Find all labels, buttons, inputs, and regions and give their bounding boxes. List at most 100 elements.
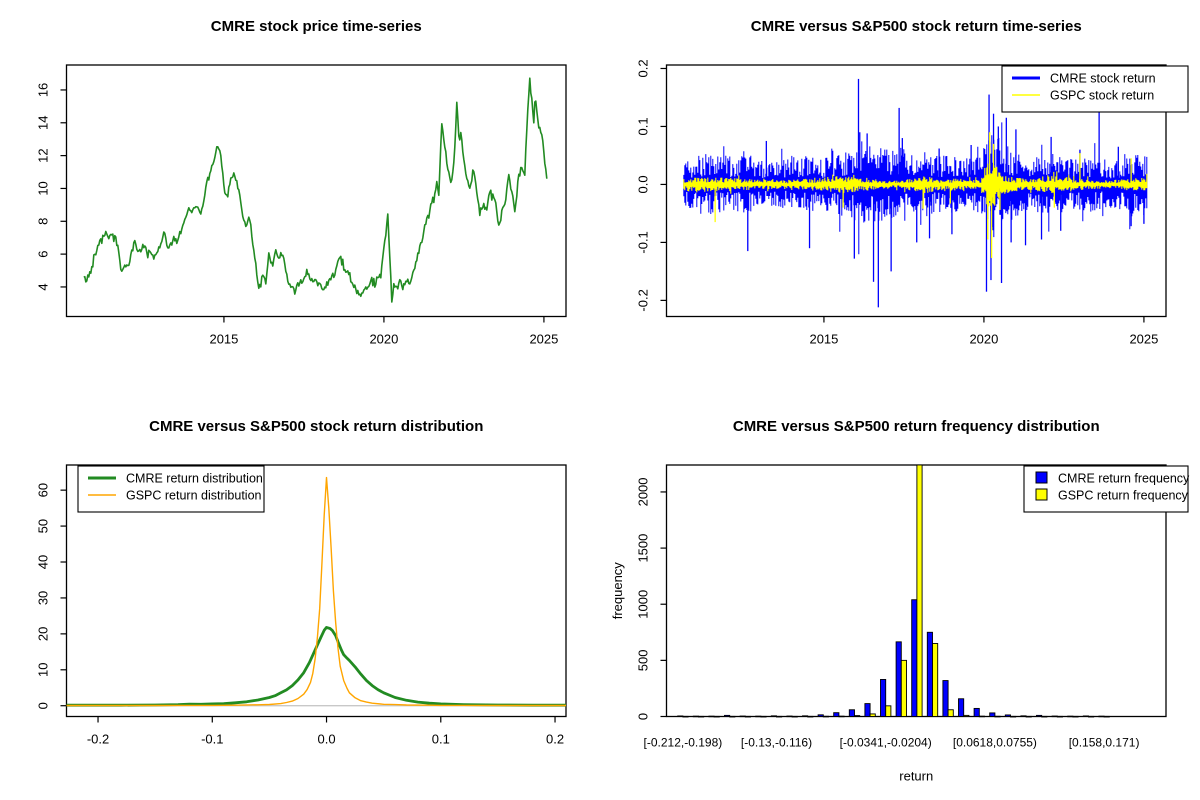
y-tick-label: 0.2	[636, 59, 651, 77]
bar-cmre	[1067, 715, 1074, 718]
x-tick-label: 0.2	[546, 732, 564, 747]
x-tick-label: 2020	[369, 332, 398, 347]
legend-box	[1001, 65, 1189, 113]
bar-cmre	[973, 707, 980, 717]
bar-gspc	[791, 715, 798, 718]
bar-cmre	[1036, 714, 1043, 717]
y-tick-label: 6	[36, 251, 51, 258]
y-tick-label: 0	[36, 702, 51, 709]
legend-box	[77, 465, 265, 513]
bin-label: [-0.212,-0.198)	[644, 736, 723, 750]
bar-gspc	[885, 705, 892, 717]
return-frequency-chart: 0 500 1000 1500 2000 CMRE versus S&P500 retur…	[610, 418, 1190, 784]
bar-cmre	[848, 709, 855, 717]
legend-label: CMRE return frequency	[1058, 472, 1190, 486]
density-curve	[66, 626, 566, 707]
legend-label: CMRE return distribution	[126, 472, 263, 486]
price-timeseries-chart: 2015 2020 2025 4 6 8 10 12 14 16 CMRE stock price …	[36, 18, 567, 347]
price-line	[83, 77, 548, 303]
panel-price-timeseries: 2015 2020 2025 4 6 8 10 12 14 16 CMRE stock price …	[0, 0, 600, 400]
bar-gspc	[916, 464, 923, 717]
bar-cmre	[1004, 714, 1011, 717]
plot-box	[665, 64, 1167, 318]
bin-label: [0.158,0.171)	[1069, 736, 1140, 750]
y-tick-label: 16	[36, 83, 51, 97]
bar-cmre	[739, 715, 746, 718]
bin-label: [-0.13,-0.116)	[741, 736, 812, 750]
bar-gspc	[1088, 715, 1095, 718]
bar-gspc	[854, 715, 861, 717]
noise-band	[683, 163, 1148, 207]
bar-cmre	[770, 715, 777, 717]
bar-gspc	[1103, 715, 1110, 718]
legend-label: GSPC stock return	[1050, 89, 1154, 103]
x-tick-label: 2020	[969, 332, 998, 347]
panel-return-distribution: -0.2 -0.1 0.0 0.1 0.2 0 10 20 30 40 50 60 CMRE versu…	[0, 400, 600, 800]
bar-cmre	[989, 712, 996, 717]
bar-cmre	[911, 599, 918, 717]
bar-cmre	[817, 714, 824, 717]
return-timeseries-chart: 2015 2020 2025 -0.2 -0.1 0.0 0.1 0.2 CMRE versus…	[636, 18, 1189, 347]
bar-gspc	[698, 715, 705, 718]
y-tick-label: -0.2	[636, 289, 651, 311]
y-tick-label: 0.1	[636, 117, 651, 135]
x-tick-label: -0.2	[87, 732, 109, 747]
legend-label: GSPC return distribution	[126, 489, 262, 503]
bar-gspc	[776, 715, 783, 718]
bar-gspc	[947, 709, 954, 717]
chart-title: CMRE versus S&P500 stock return time-ser…	[751, 18, 1082, 35]
legend: CMRE return frequency GSPC return frequen…	[1023, 465, 1190, 513]
y-tick-label: 2000	[636, 477, 651, 506]
return-distribution-chart: -0.2 -0.1 0.0 0.1 0.2 0 10 20 30 40 50 60 CMRE versu…	[36, 418, 567, 747]
y-axis-label: frequency	[610, 562, 625, 620]
bar-cmre	[864, 703, 871, 717]
bar-cmre	[708, 715, 715, 718]
y-tick-label: 40	[36, 555, 51, 569]
bar-cmre	[958, 698, 965, 717]
y-tick-label: 14	[36, 116, 51, 130]
bar-gspc	[978, 715, 985, 718]
bar-cmre	[895, 641, 902, 717]
legend-label: CMRE stock return	[1050, 72, 1156, 86]
bar-gspc	[744, 715, 751, 718]
plot-box	[65, 64, 567, 318]
legend-label: GSPC return frequency	[1058, 489, 1189, 503]
y-tick-label: 4	[36, 283, 51, 290]
x-tick-label: -0.1	[201, 732, 223, 747]
bar-gspc	[822, 715, 829, 718]
bar-gspc	[869, 713, 876, 717]
x-axis-label: return	[899, 769, 933, 784]
bar-gspc	[807, 715, 814, 718]
bar-cmre	[942, 680, 949, 717]
bar-cmre	[1082, 715, 1089, 717]
y-tick-label: 10	[36, 181, 51, 195]
bar-cmre	[802, 715, 809, 717]
y-tick-label: 20	[36, 627, 51, 641]
bar-cmre	[1098, 715, 1105, 718]
x-tick-label: 2025	[529, 332, 558, 347]
y-tick-label: 500	[636, 650, 651, 672]
bar-gspc	[994, 715, 1001, 718]
y-tick-label: 12	[36, 148, 51, 162]
bar-cmre	[1051, 715, 1058, 718]
bin-label: [-0.0341,-0.0204)	[840, 736, 932, 750]
bar-cmre	[677, 715, 684, 717]
legend-swatch	[1035, 488, 1048, 501]
y-tick-label: 30	[36, 591, 51, 605]
legend: CMRE return distribution GSPC return dist…	[77, 465, 265, 513]
bar-cmre	[786, 715, 793, 718]
y-tick-label: -0.1	[636, 231, 651, 253]
bar-gspc	[682, 715, 689, 718]
y-tick-label: 0.0	[636, 175, 651, 193]
bar-gspc	[1056, 715, 1063, 718]
bar-cmre	[724, 714, 731, 717]
y-tick-label: 8	[36, 218, 51, 225]
legend-swatch	[1035, 471, 1048, 484]
y-tick-label: 1500	[636, 534, 651, 563]
x-tick-label: 2015	[209, 332, 238, 347]
x-tick-label: 2025	[1129, 332, 1158, 347]
bar-cmre	[692, 715, 699, 718]
panel-return-timeseries: 2015 2020 2025 -0.2 -0.1 0.0 0.1 0.2 CMRE versus…	[600, 0, 1200, 400]
bar-gspc	[1072, 715, 1079, 718]
